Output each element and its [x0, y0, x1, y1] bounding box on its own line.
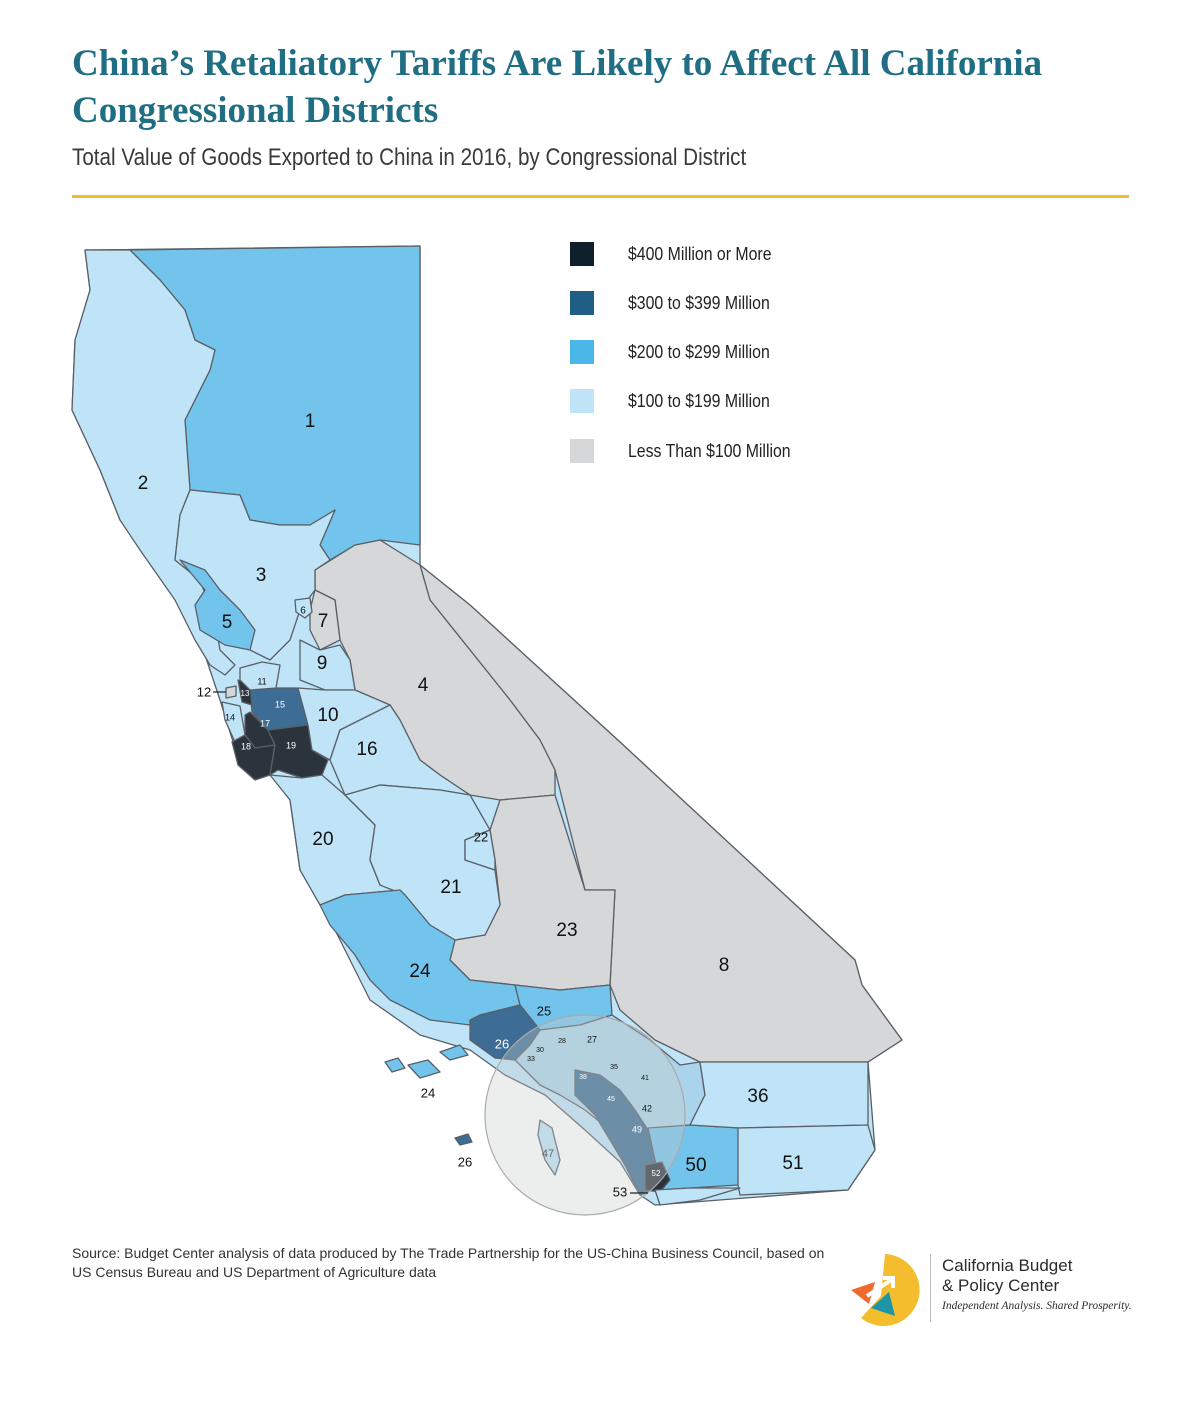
- label-10: 10: [317, 705, 338, 726]
- label-33: 33: [527, 1056, 535, 1063]
- label-8: 8: [719, 955, 730, 976]
- legend-item-400-plus: $400 Million or More: [570, 242, 791, 266]
- island-26: [454, 1133, 473, 1146]
- label-17: 17: [260, 718, 270, 728]
- label-13: 13: [241, 689, 250, 698]
- logo-name-line1: California Budget: [942, 1256, 1073, 1275]
- label-26: 26: [495, 1036, 509, 1051]
- label-27: 27: [587, 1034, 597, 1044]
- label-52: 52: [652, 1169, 661, 1178]
- label-36: 36: [747, 1086, 768, 1107]
- label-28: 28: [558, 1038, 566, 1045]
- label-5: 5: [222, 612, 233, 633]
- district-22: [464, 829, 496, 871]
- logo-mark-icon: [851, 1254, 920, 1326]
- page-subtitle: Total Value of Goods Exported to China i…: [72, 144, 747, 171]
- page-title: China’s Retaliatory Tariffs Are Likely t…: [72, 43, 1043, 131]
- label-25: 25: [537, 1003, 551, 1018]
- label-15: 15: [275, 699, 285, 709]
- district-12: [225, 685, 237, 699]
- label-47: 47: [542, 1148, 554, 1160]
- logo-tagline: Independent Analysis. Shared Prosperity.: [942, 1300, 1132, 1312]
- inset-magnifier: [484, 1014, 686, 1216]
- legend-label: $200 to $299 Million: [628, 341, 770, 362]
- label-6: 6: [300, 606, 306, 617]
- legend-label: $100 to $199 Million: [628, 390, 770, 411]
- legend-swatch: [570, 389, 594, 413]
- label-18: 18: [241, 741, 251, 751]
- label-20: 20: [312, 829, 333, 850]
- label-45: 45: [607, 1096, 615, 1103]
- district-52: [644, 1161, 671, 1193]
- district-36: [689, 1061, 869, 1129]
- label-38: 38: [579, 1074, 587, 1081]
- legend-label: Less Than $100 Million: [628, 440, 791, 461]
- legend-swatch: [570, 242, 594, 266]
- label-9: 9: [317, 653, 328, 674]
- label-4: 4: [418, 675, 429, 696]
- legend-item-300-399: $300 to $399 Million: [570, 291, 789, 315]
- label-16: 16: [356, 739, 377, 760]
- label-26-islands: 26: [458, 1154, 472, 1169]
- legend-label: $300 to $399 Million: [628, 292, 770, 313]
- legend-swatch: [570, 439, 594, 463]
- label-30: 30: [536, 1047, 544, 1054]
- district-6: [294, 597, 313, 619]
- island-24a: [384, 1057, 406, 1073]
- label-24-islands: 24: [421, 1085, 435, 1100]
- label-23: 23: [556, 920, 577, 941]
- legend-item-under-100: Less Than $100 Million: [570, 439, 813, 463]
- island-24c: [439, 1044, 469, 1061]
- legend-item-200-299: $200 to $299 Million: [570, 340, 789, 364]
- logo-name-line2: & Policy Center: [942, 1276, 1060, 1295]
- district-9: [299, 639, 356, 691]
- legend-swatch: [570, 340, 594, 364]
- label-53: 53: [613, 1184, 627, 1199]
- cbpc-logo: California Budget & Policy Center Indepe…: [845, 1250, 1145, 1330]
- label-50: 50: [685, 1155, 706, 1176]
- label-11: 11: [257, 676, 266, 686]
- island-47: [537, 1119, 561, 1176]
- title-divider: [72, 195, 1129, 198]
- district-51: [737, 1124, 876, 1196]
- label-21: 21: [440, 877, 461, 898]
- label-24: 24: [409, 961, 431, 982]
- label-19: 19: [286, 740, 296, 750]
- label-22: 22: [474, 829, 488, 844]
- legend-item-100-199: $100 to $199 Million: [570, 389, 789, 413]
- label-51: 51: [782, 1153, 803, 1174]
- label-12: 12: [197, 684, 211, 699]
- legend-swatch: [570, 291, 594, 315]
- label-7: 7: [318, 611, 329, 632]
- source-note: Source: Budget Center analysis of data p…: [72, 1245, 825, 1280]
- label-49: 49: [632, 1124, 642, 1134]
- district-16: [329, 704, 471, 796]
- label-42: 42: [642, 1103, 652, 1113]
- district-21: [344, 784, 501, 941]
- label-3: 3: [256, 565, 267, 586]
- label-1: 1: [305, 411, 316, 432]
- district-53: [654, 1187, 741, 1206]
- legend-label: $400 Million or More: [628, 243, 772, 264]
- label-35: 35: [610, 1064, 618, 1071]
- label-14: 14: [225, 712, 235, 722]
- district-5: [179, 559, 256, 651]
- district-11: [239, 661, 281, 691]
- island-24b: [407, 1059, 441, 1079]
- label-41: 41: [641, 1075, 649, 1082]
- label-2: 2: [138, 473, 149, 494]
- logo-name: California Budget & Policy Center: [942, 1256, 1072, 1296]
- logo-divider: [930, 1254, 931, 1322]
